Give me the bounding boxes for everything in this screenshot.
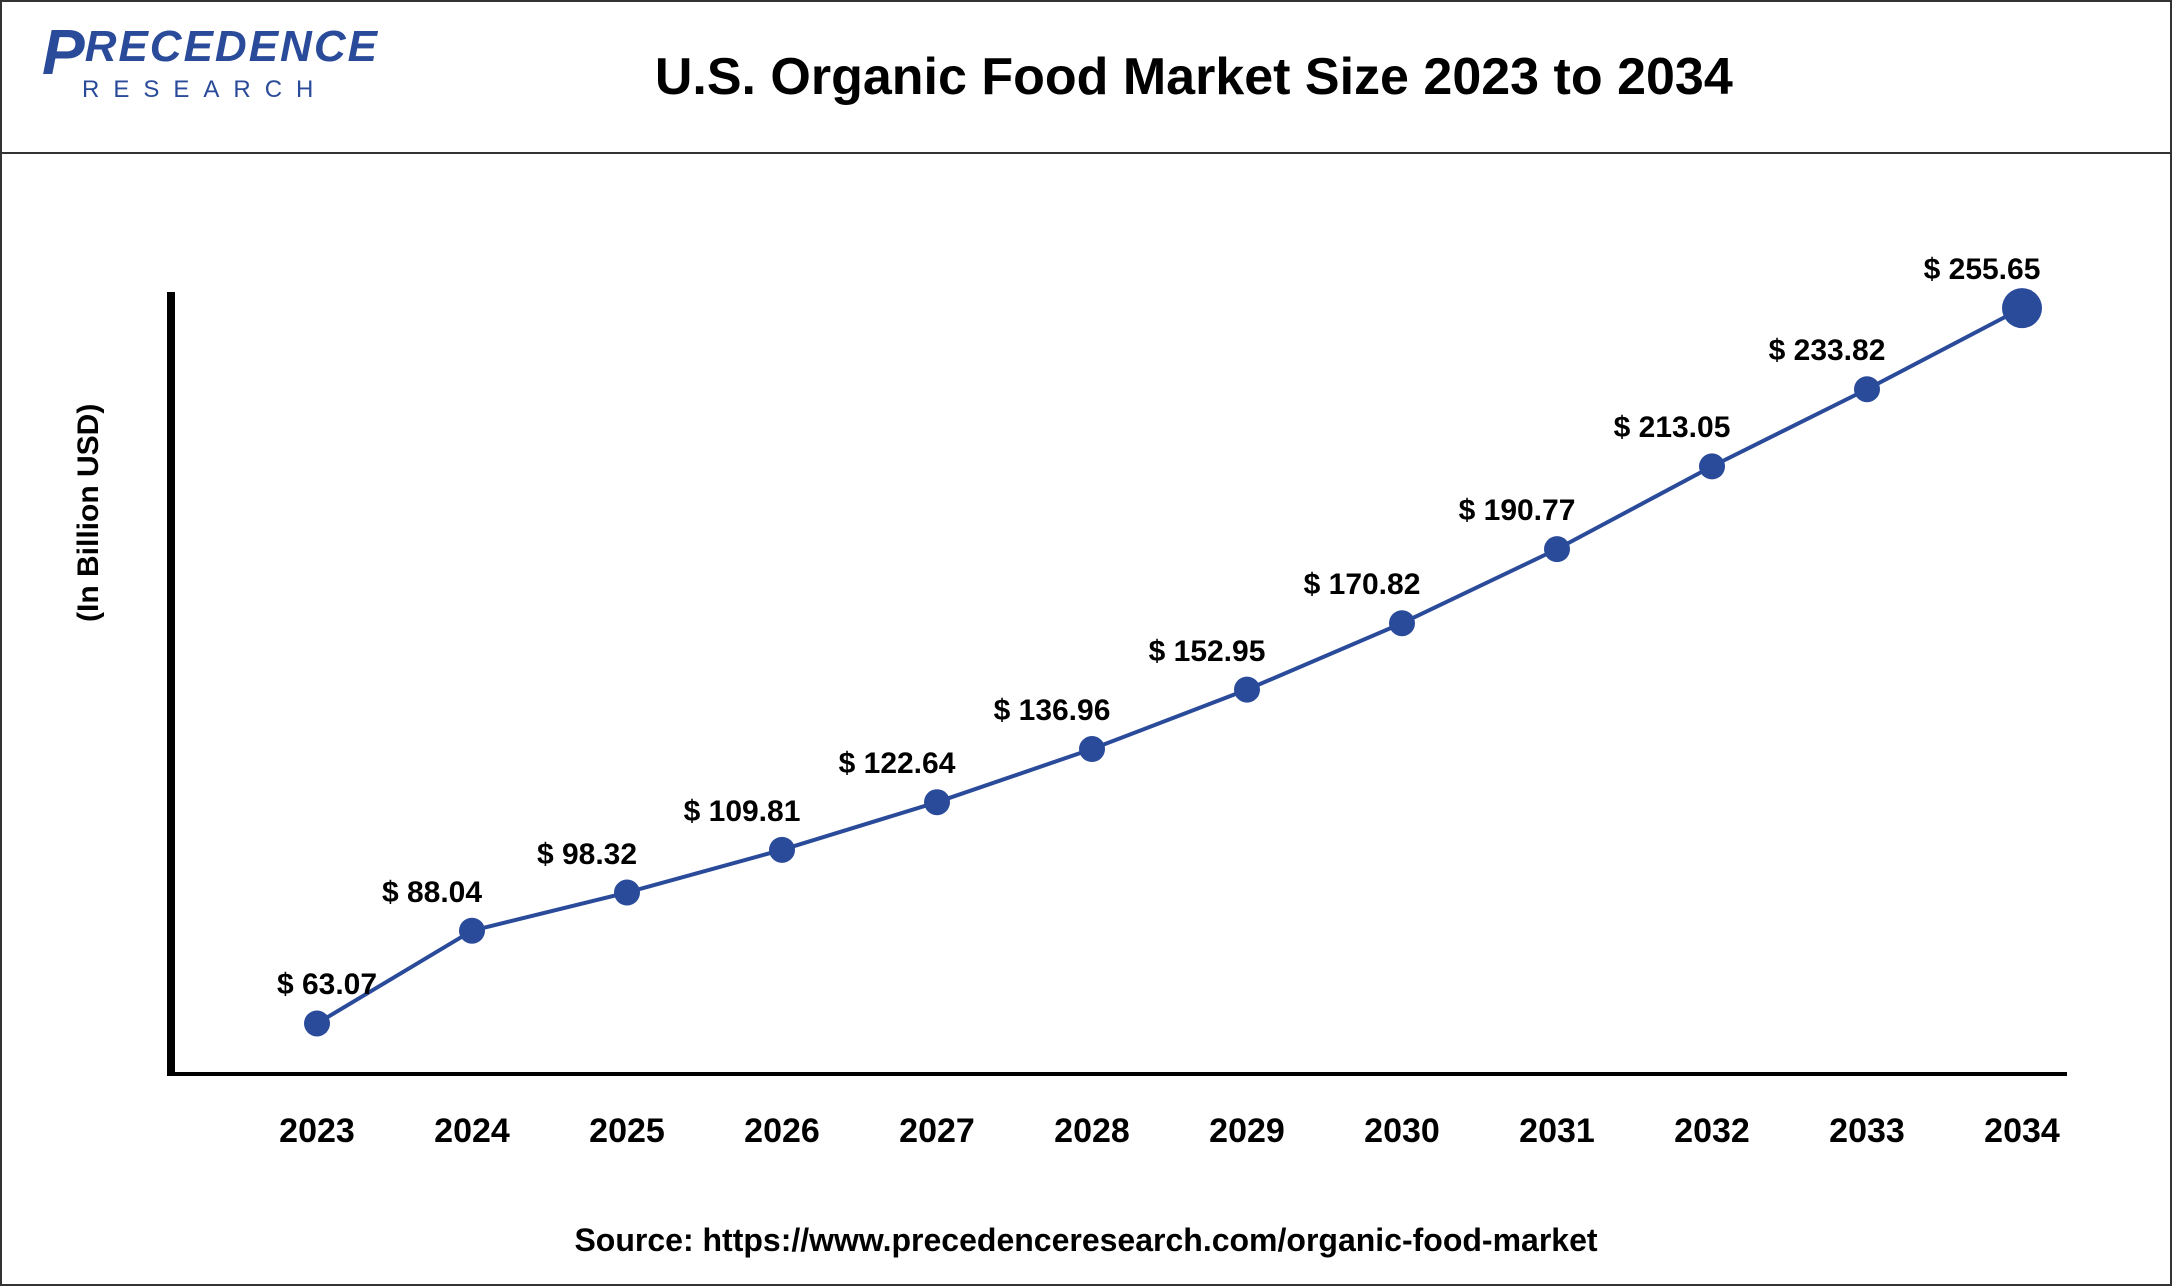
data-label: $ 109.81: [684, 795, 801, 829]
data-marker: [1699, 453, 1725, 479]
x-tick-label: 2032: [1674, 1112, 1750, 1151]
data-label: $ 170.82: [1304, 568, 1421, 602]
data-label: $ 98.32: [537, 838, 637, 872]
header: PRECEDENCE RESEARCH U.S. Organic Food Ma…: [2, 2, 2170, 154]
data-marker: [1389, 610, 1415, 636]
logo-p: P: [42, 27, 85, 78]
x-tick-label: 2025: [589, 1112, 665, 1151]
x-tick-label: 2030: [1364, 1112, 1440, 1151]
data-label: $ 88.04: [382, 876, 482, 910]
data-label: $ 213.05: [1614, 411, 1731, 445]
data-marker: [304, 1010, 330, 1036]
data-label: $ 122.64: [839, 747, 956, 781]
x-tick-label: 2034: [1984, 1112, 2060, 1151]
logo-sub: RESEARCH: [82, 76, 379, 104]
x-tick-label: 2031: [1519, 1112, 1595, 1151]
plot-area: 2023$ 63.072024$ 88.042025$ 98.322026$ 1…: [167, 292, 2067, 1072]
data-label: $ 136.96: [994, 694, 1111, 728]
chart-frame: PRECEDENCE RESEARCH U.S. Organic Food Ma…: [0, 0, 2172, 1286]
x-tick-label: 2028: [1054, 1112, 1130, 1151]
x-tick-label: 2024: [434, 1112, 510, 1151]
data-marker: [1234, 677, 1260, 703]
y-axis-label: (In Billion USD): [72, 404, 106, 622]
x-axis-line: [167, 1072, 2067, 1076]
data-marker: [1854, 376, 1880, 402]
data-marker: [614, 880, 640, 906]
x-tick-label: 2026: [744, 1112, 820, 1151]
x-tick-label: 2033: [1829, 1112, 1905, 1151]
x-tick-label: 2027: [899, 1112, 975, 1151]
source-text: Source: https://www.precedenceresearch.c…: [574, 1222, 1597, 1259]
x-tick-label: 2029: [1209, 1112, 1285, 1151]
data-marker: [1544, 536, 1570, 562]
data-marker: [2002, 288, 2042, 328]
data-label: $ 233.82: [1769, 334, 1886, 368]
data-label: $ 255.65: [1924, 253, 2041, 287]
data-marker: [1079, 736, 1105, 762]
data-label: $ 63.07: [277, 968, 377, 1002]
line-plot: [167, 292, 2067, 1072]
data-label: $ 152.95: [1149, 635, 1266, 669]
x-tick-label: 2023: [279, 1112, 355, 1151]
data-marker: [459, 918, 485, 944]
logo-rest: RECEDENCE: [85, 27, 379, 67]
chart-title: U.S. Organic Food Market Size 2023 to 20…: [655, 47, 1733, 107]
data-label: $ 190.77: [1459, 494, 1576, 528]
data-marker: [769, 837, 795, 863]
brand-logo: PRECEDENCE RESEARCH: [42, 27, 379, 104]
data-marker: [924, 789, 950, 815]
